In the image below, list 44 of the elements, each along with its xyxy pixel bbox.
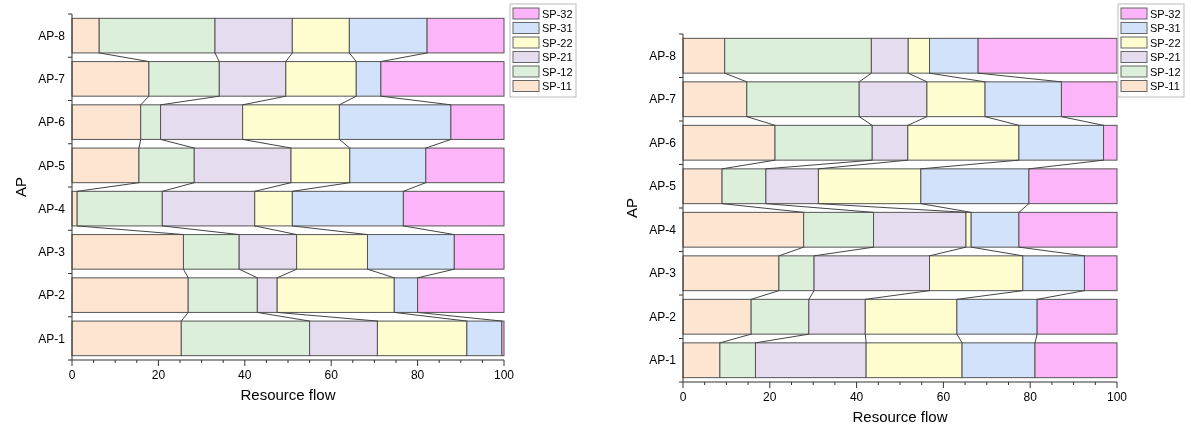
x-tick-label: 100	[1106, 390, 1128, 404]
y-tick-label: AP-5	[649, 179, 677, 194]
legend-label: SP-11	[1150, 80, 1180, 92]
legend-label: SP-21	[542, 51, 573, 63]
legend-label: SP-21	[1150, 51, 1181, 63]
y-axis-title: AP	[12, 176, 29, 198]
legend-label: SP-31	[1150, 22, 1181, 34]
y-tick-label: AP-4	[38, 201, 66, 216]
legend-label: SP-22	[542, 36, 573, 49]
y-tick-label: AP-2	[38, 288, 66, 303]
y-tick-label: AP-4	[649, 222, 677, 237]
legend-label: SP-32	[1150, 7, 1181, 20]
y-tick-label: AP-8	[38, 28, 66, 43]
legend-label: SP-32	[542, 7, 573, 20]
y-tick-label: AP-1	[38, 331, 66, 346]
x-axis-title: Resource flow	[240, 386, 336, 403]
y-tick-label: AP-3	[38, 245, 66, 260]
x-tick-label: 60	[324, 368, 339, 382]
x-tick-label: 40	[238, 368, 252, 382]
x-tick-label: 20	[763, 390, 777, 404]
y-tick-label: AP-7	[649, 92, 677, 107]
y-tick-label: AP-6	[38, 115, 66, 130]
y-tick-label: AP-7	[38, 72, 66, 87]
y-tick-label: AP-2	[649, 309, 677, 324]
x-tick-label: 80	[1023, 390, 1038, 404]
legend-label: SP-31	[542, 22, 573, 34]
x-tick-label: 0	[68, 368, 76, 382]
y-tick-label: AP-8	[649, 48, 677, 63]
x-tick-label: 100	[493, 368, 515, 382]
x-tick-label: 20	[151, 368, 166, 382]
x-tick-label: 40	[849, 390, 864, 404]
x-tick-label: 60	[936, 390, 951, 404]
y-tick-label: AP-3	[649, 266, 677, 281]
y-tick-label: AP-6	[649, 135, 677, 150]
legend-label: SP-12	[1150, 65, 1181, 78]
y-tick-label: AP-1	[649, 353, 677, 368]
legend-label: SP-22	[1150, 36, 1181, 49]
legend-label: SP-12	[542, 65, 573, 78]
y-axis-title: AP	[623, 197, 640, 219]
x-tick-label: 80	[410, 368, 425, 382]
legend-label: SP-11	[542, 80, 572, 92]
x-axis-title: Resource flow	[852, 408, 948, 425]
x-tick-label: 0	[679, 390, 687, 404]
y-tick-label: AP-5	[38, 158, 66, 173]
